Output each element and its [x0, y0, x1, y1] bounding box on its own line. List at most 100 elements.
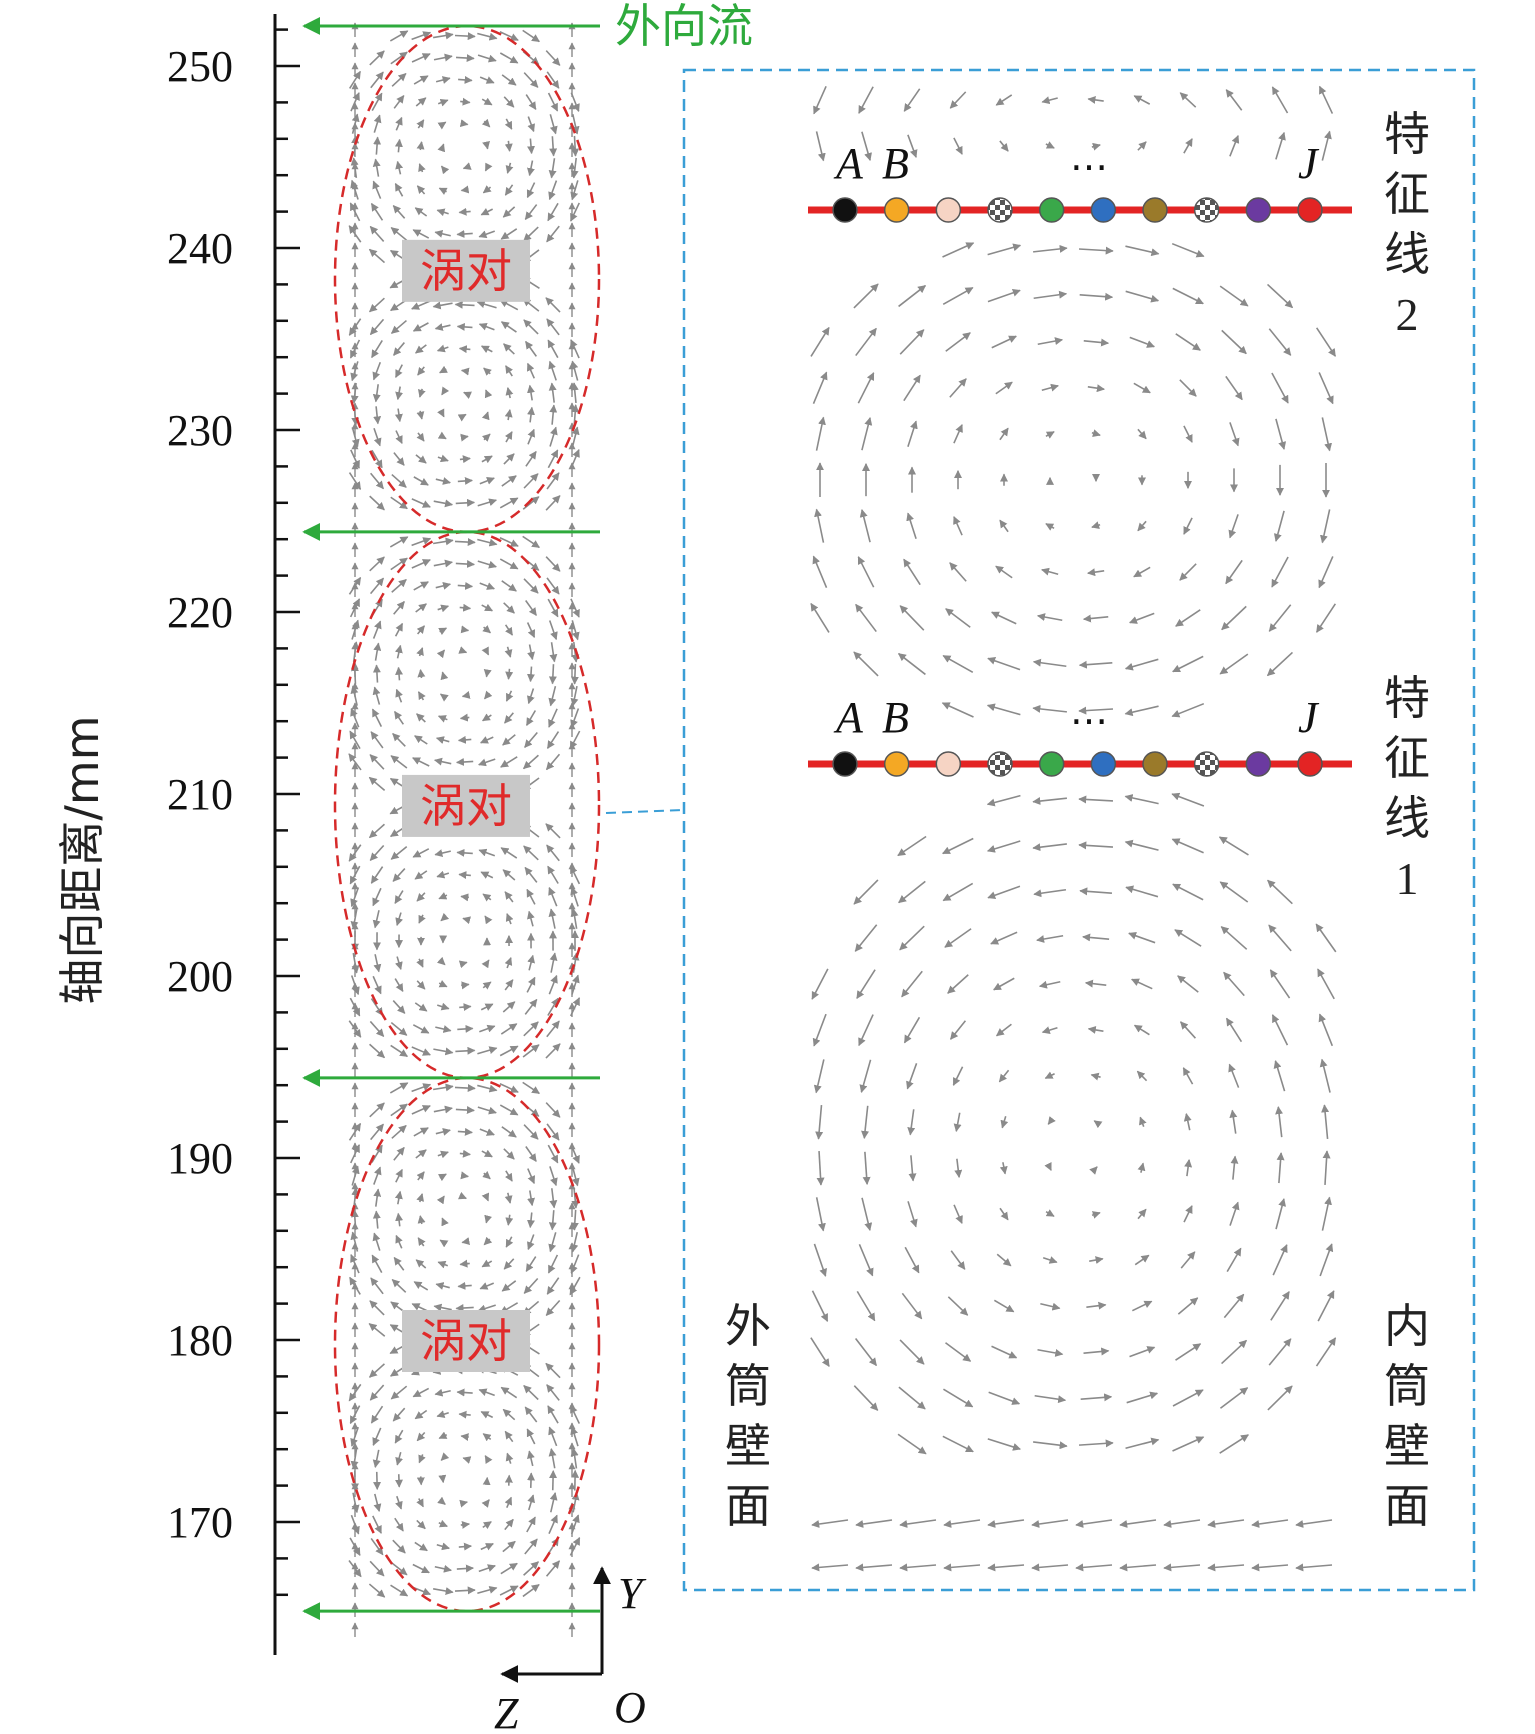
flow-vector — [391, 1278, 407, 1293]
flow-vector — [390, 755, 408, 769]
flow-vector — [1075, 1563, 1113, 1572]
flow-vector — [996, 1253, 1012, 1267]
flow-vector — [947, 1296, 969, 1316]
flow-vector — [907, 1201, 918, 1228]
flow-vector — [482, 1433, 492, 1442]
flow-vector — [372, 664, 381, 683]
flow-vector — [1268, 1338, 1292, 1366]
flow-vector — [527, 138, 536, 155]
flow-vector — [481, 646, 490, 656]
flow-vector — [503, 343, 515, 355]
flow-vector — [1126, 1391, 1159, 1404]
flow-vector — [1125, 885, 1159, 898]
flow-vector — [570, 360, 579, 381]
point-label-j: J — [1298, 139, 1320, 188]
flow-vector — [853, 1385, 879, 1411]
left-vector-field — [348, 22, 581, 1637]
flow-vector — [953, 1112, 962, 1133]
flow-vector — [416, 432, 425, 442]
flow-vector — [1172, 287, 1204, 305]
flow-vector — [458, 345, 471, 354]
flow-vector — [901, 970, 923, 998]
flow-vector — [570, 202, 580, 222]
flow-vector — [393, 94, 405, 109]
flow-vector — [505, 913, 514, 925]
flow-vector — [570, 663, 579, 685]
flow-vector — [545, 823, 561, 839]
flow-vector — [949, 91, 967, 109]
flow-vector — [898, 284, 927, 308]
flow-vector — [1177, 1297, 1199, 1315]
flow-vector — [1086, 1301, 1107, 1310]
flow-vector — [501, 475, 517, 487]
flow-vector — [504, 431, 513, 443]
flow-vector — [907, 420, 918, 447]
flow-vector — [369, 225, 385, 242]
flow-vector — [549, 1166, 558, 1187]
flow-vector — [499, 1104, 519, 1116]
flow-vector — [570, 685, 579, 707]
vortex-label-box — [402, 239, 530, 302]
flow-vector — [1229, 1201, 1240, 1226]
flow-vector — [1318, 372, 1334, 405]
flow-vector — [1229, 422, 1240, 447]
flow-vector — [1045, 1209, 1055, 1217]
flow-vector — [369, 1384, 385, 1401]
flow-vector — [499, 537, 519, 547]
flow-vector — [455, 54, 475, 63]
flow-vector — [415, 97, 427, 107]
flow-vector — [523, 1561, 539, 1576]
flow-vector — [454, 1084, 476, 1093]
flow-vector — [417, 691, 426, 701]
flow-vector — [899, 1339, 925, 1365]
flow-vector — [548, 708, 558, 728]
flow-vector — [411, 1046, 431, 1056]
flow-vector — [1033, 244, 1068, 253]
flow-vector — [1269, 969, 1291, 999]
y-axis-symbol: Y — [618, 1569, 647, 1618]
flow-vector — [1087, 384, 1105, 393]
flow-vector — [390, 496, 408, 510]
flow-vector — [438, 1431, 448, 1440]
flow-vector — [527, 644, 535, 661]
flow-vector — [417, 1215, 426, 1225]
flow-vector — [458, 1191, 467, 1200]
flow-vector — [373, 136, 382, 155]
vortex-label-box — [402, 774, 530, 837]
flow-vector — [545, 1362, 561, 1379]
flow-vector — [571, 620, 580, 641]
flow-vector — [1268, 924, 1292, 952]
flow-vector — [412, 1024, 430, 1034]
flow-vector — [1037, 1348, 1064, 1357]
flow-vector — [436, 1542, 450, 1551]
flow-vector — [993, 1299, 1015, 1313]
flow-vector — [482, 893, 492, 902]
flow-vector — [440, 1452, 450, 1461]
flow-vector — [1172, 1389, 1204, 1407]
flow-vector — [504, 1192, 513, 1204]
flow-vector — [811, 1290, 829, 1322]
flow-vector — [460, 367, 470, 376]
flow-vector — [461, 691, 471, 699]
flow-vector — [546, 844, 560, 862]
flow-vector — [527, 1450, 535, 1467]
flow-vector — [899, 1563, 937, 1572]
flow-vector — [953, 516, 963, 536]
flow-vector — [524, 204, 538, 221]
flow-vector — [545, 495, 561, 511]
flow-vector — [371, 1144, 383, 1163]
flow-vector — [478, 848, 496, 857]
feature-line-1: A B … J — [808, 689, 1352, 777]
flow-vector — [1251, 1563, 1289, 1572]
flow-vector — [413, 581, 429, 591]
flow-vector — [1229, 1109, 1238, 1134]
flow-vector — [942, 882, 974, 902]
flow-vector — [368, 823, 385, 839]
flow-vector — [412, 322, 429, 332]
flow-vector — [1124, 705, 1159, 717]
flow-vector — [417, 1237, 426, 1247]
flow-vector — [811, 1563, 849, 1572]
flow-vector — [571, 1187, 580, 1209]
flow-vector — [372, 1515, 382, 1534]
flow-vector — [477, 1084, 498, 1093]
